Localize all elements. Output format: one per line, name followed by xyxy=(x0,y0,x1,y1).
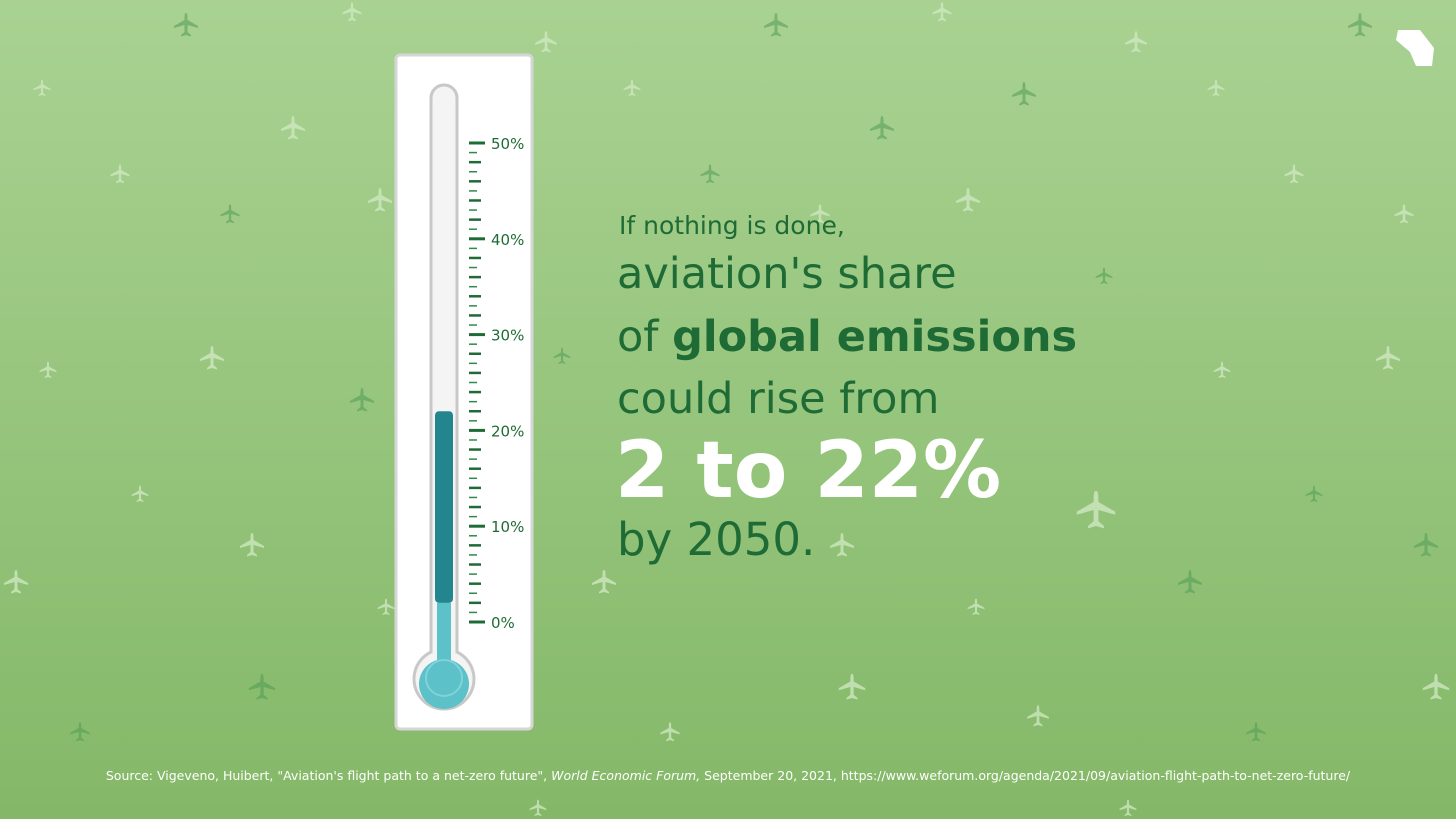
source-publication: World Economic Forum, xyxy=(551,768,700,783)
source: Source: Vigeveno, Huibert, "Aviation's f… xyxy=(106,768,1351,783)
headline-text: of xyxy=(617,312,659,362)
thermometer-fill xyxy=(418,411,469,709)
headline-line: could rise from xyxy=(617,374,939,424)
level-current xyxy=(418,602,469,709)
tick-label: 30% xyxy=(491,327,524,345)
bulb-highlight xyxy=(425,659,463,697)
headline-line: aviation's share xyxy=(617,249,957,299)
tick-label: 50% xyxy=(491,135,524,153)
headline-emphasis: global emissions xyxy=(672,312,1077,362)
tick-label: 20% xyxy=(491,422,524,440)
headline-intro: If nothing is done, xyxy=(619,211,845,240)
tick-label: 10% xyxy=(491,518,524,536)
source-text: September 20, 2021, https://www.weforum.… xyxy=(704,768,1351,783)
scale: 0% 10% 20% 30% 40% 50% xyxy=(469,135,524,632)
source-text: Source: Vigeveno, Huibert, "Aviation's f… xyxy=(106,768,547,783)
headline-line: by 2050. xyxy=(617,513,815,566)
level-projected xyxy=(435,411,453,603)
headline-line: of global emissions xyxy=(617,312,1077,362)
logo xyxy=(1396,30,1434,66)
headline-highlight: 2 to 22% xyxy=(615,426,1001,516)
tick-label: 40% xyxy=(491,231,524,249)
thermometer-tube xyxy=(412,83,476,711)
tick-label: 0% xyxy=(491,614,515,632)
